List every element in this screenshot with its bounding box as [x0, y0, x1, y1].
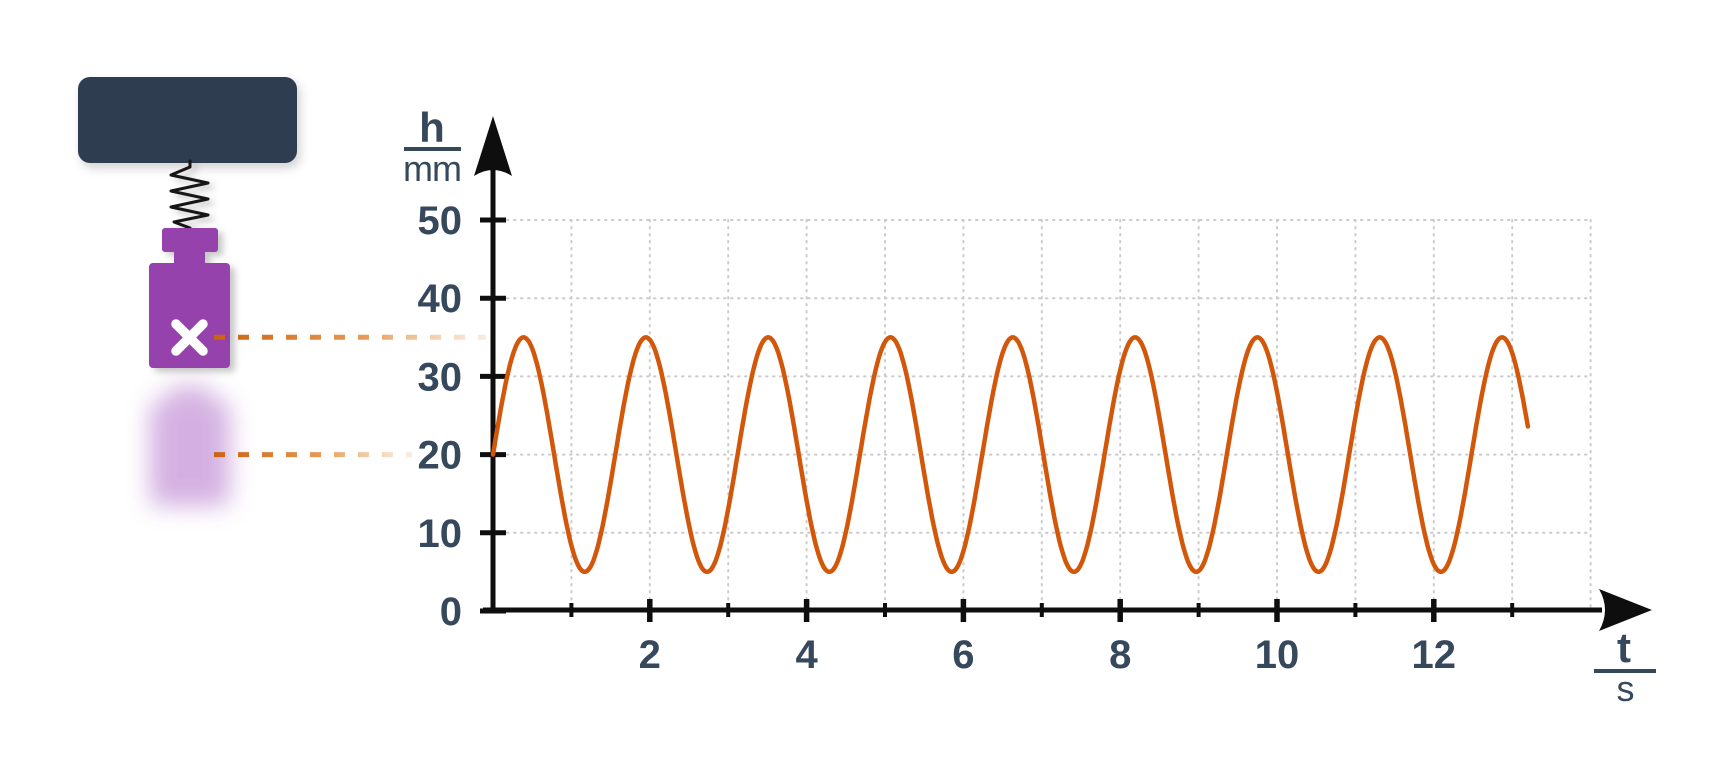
ghost-neck	[170, 386, 210, 404]
y-axis-label: h mm	[403, 104, 462, 189]
y-tick-label: 30	[418, 355, 463, 399]
y-tick-label: 20	[418, 434, 463, 478]
oscillation-curve	[490, 335, 1531, 575]
oscillation-chart: 0 10 20 30 40 50 2 4 6 8 10 12 h mm t s	[403, 104, 1656, 709]
gridlines	[492, 219, 1592, 609]
x-axis-arrow-icon	[1599, 589, 1652, 631]
ghost-body	[150, 400, 230, 506]
ceiling-mount	[78, 77, 297, 163]
x-tick-label: 8	[1109, 633, 1131, 677]
weight-cap	[162, 228, 218, 252]
weight-ghost-lower-position	[150, 386, 230, 506]
x-tick-label: 6	[952, 633, 974, 677]
y-axis-label-numerator: h	[419, 104, 445, 151]
y-tick-label: 10	[418, 512, 463, 556]
x-tick-label: 4	[795, 633, 818, 677]
spring-mass-illustration	[78, 77, 486, 506]
weight-neck	[174, 252, 205, 264]
x-axis-label: t s	[1594, 624, 1656, 709]
x-axis-label-numerator: t	[1617, 624, 1631, 671]
y-axis-arrow-icon	[474, 116, 512, 176]
cross-mark-icon	[171, 319, 208, 356]
y-tick-label: 40	[418, 277, 463, 321]
x-tick-labels: 2 4 6 8 10 12	[639, 633, 1456, 677]
y-tick-label: 0	[440, 590, 462, 634]
weight-body	[149, 263, 230, 368]
cross-stroke	[171, 319, 208, 356]
x-ticks	[569, 599, 1515, 622]
x-tick-label: 2	[639, 633, 661, 677]
y-axis-label-denominator: mm	[403, 148, 461, 189]
x-axis-label-denominator: s	[1617, 668, 1634, 709]
spring	[169, 159, 210, 230]
hanging-weight	[149, 228, 230, 368]
y-tick-label: 50	[418, 199, 463, 243]
x-tick-label: 12	[1412, 633, 1457, 677]
y-tick-labels: 0 10 20 30 40 50	[418, 199, 463, 634]
x-tick-label: 10	[1255, 633, 1300, 677]
